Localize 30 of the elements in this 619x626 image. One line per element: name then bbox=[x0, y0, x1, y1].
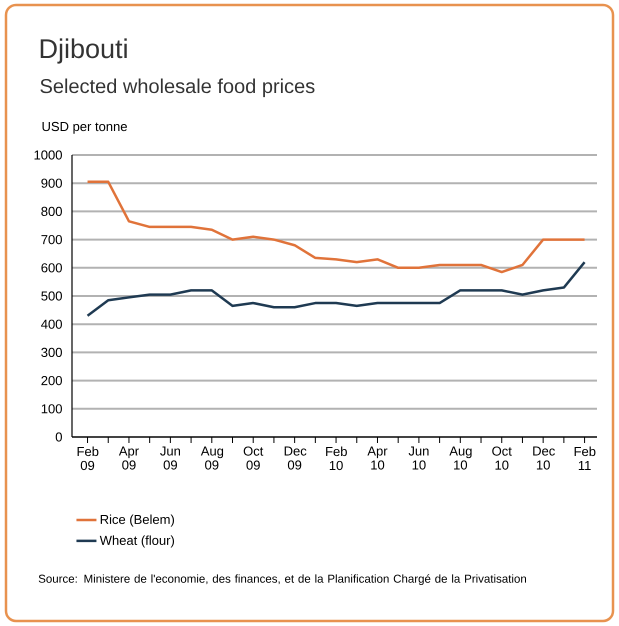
x-tick-label: Feb 10 bbox=[326, 446, 347, 470]
y-tick-label: 0 bbox=[56, 432, 62, 442]
x-tick-label: Oct 09 bbox=[244, 446, 264, 470]
y-tick-label: 700 bbox=[41, 234, 62, 244]
y-tick-label: 400 bbox=[41, 320, 62, 329]
y-tick-label: 500 bbox=[41, 291, 62, 301]
chart-title: Djibouti bbox=[40, 38, 127, 64]
y-tick-label: 100 bbox=[42, 404, 62, 414]
x-tick-label: Jun 10 bbox=[408, 446, 429, 470]
y-tick-label: 200 bbox=[41, 376, 62, 386]
y-tick-label: 600 bbox=[41, 263, 62, 272]
y-tick-label: 900 bbox=[41, 178, 62, 188]
x-tick-label: Dec 10 bbox=[533, 446, 555, 470]
y-tick-label: 300 bbox=[41, 348, 62, 357]
legend-label: Wheat (flour) bbox=[100, 535, 174, 548]
y-tick-label: 800 bbox=[41, 206, 62, 216]
x-tick-label: Apr 10 bbox=[367, 446, 388, 470]
source-note: Source: Ministere de l'economie, des finances, et de la Planification Chargé de la Privatisation bbox=[38, 574, 526, 586]
x-tick-label: Feb 11 bbox=[574, 446, 596, 470]
x-tick-label: Apr 09 bbox=[118, 446, 139, 470]
chart-subtitle: Selected wholesale food prices bbox=[40, 78, 314, 98]
x-tick-label: Oct 10 bbox=[492, 446, 512, 470]
y-tick-label: 1000 bbox=[34, 150, 62, 160]
x-tick-label: Dec 09 bbox=[284, 446, 306, 470]
legend-label: Rice (Belem) bbox=[100, 514, 174, 527]
x-tick-label: Aug 09 bbox=[200, 446, 224, 470]
y-axis-title: USD per tonne bbox=[42, 122, 127, 134]
x-tick-label: Feb 09 bbox=[78, 446, 98, 470]
x-tick-label: Aug 10 bbox=[449, 446, 472, 470]
x-tick-label: Jun 09 bbox=[160, 446, 180, 470]
